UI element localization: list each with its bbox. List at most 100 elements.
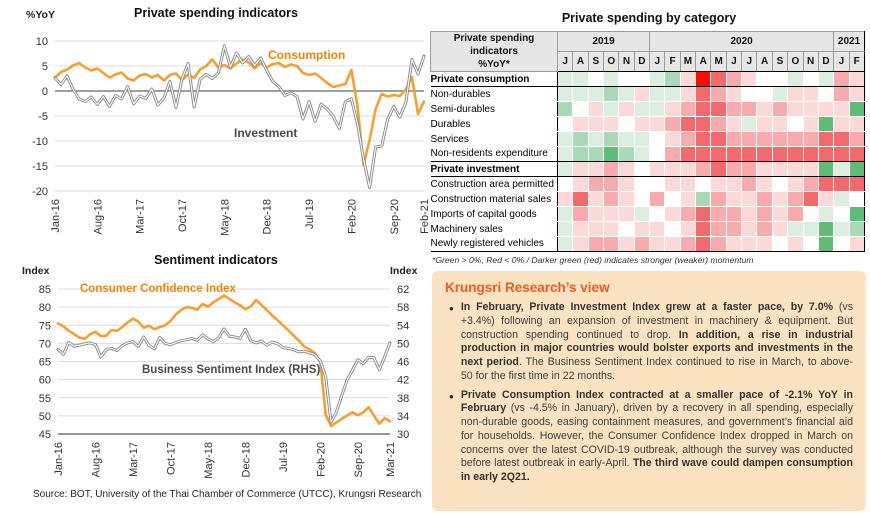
heatmap-cell (664, 206, 681, 222)
heatmap-cell (603, 236, 620, 252)
left-y-tick-label: 70 (39, 338, 51, 350)
heatmap-cell (572, 116, 589, 132)
month-header: F (664, 51, 681, 72)
left-y-tick-label: 80 (39, 302, 51, 314)
heatmap-cell (741, 191, 758, 207)
heatmap-cell (741, 206, 758, 222)
private-spending-indicators-chart: Private spending indicators %YoY 10 5 0 -5 -… (0, 0, 432, 250)
heatmap-cell (833, 116, 850, 132)
heatmap-cell (633, 221, 651, 237)
cci-line (56, 294, 392, 428)
y-tick-label: -5 (38, 111, 48, 123)
month-header: S (771, 51, 789, 72)
year-header: 2021 (833, 31, 865, 52)
heatmap-cell (679, 101, 697, 117)
heatmap-cell (802, 176, 819, 192)
month-header: O (603, 51, 620, 72)
heatmap-cell (649, 116, 666, 132)
month-header: F (848, 51, 865, 72)
x-tick-label: Mar-21 (385, 442, 397, 477)
month-header: A (756, 51, 773, 72)
left-y-tick-label: 55 (39, 393, 51, 405)
heatmap-cell (572, 161, 589, 177)
heatmap-cell (633, 236, 651, 252)
heatmap-cell (771, 221, 789, 237)
x-tick-label: Oct-17 (177, 199, 189, 232)
month-header: M (710, 51, 727, 72)
heatmap-cell (603, 221, 620, 237)
heatmap-cell (725, 131, 743, 147)
heatmap-cell (756, 176, 773, 192)
heatmap-cell (664, 191, 681, 207)
heatmap-cell (848, 131, 865, 147)
left-y-tick-label: 85 (39, 284, 51, 296)
heatmap-cell (572, 71, 589, 87)
heatmap-cell (771, 86, 789, 102)
heatmap-cell (587, 206, 605, 222)
heatmap-cell (633, 101, 651, 117)
heatmap-cell (556, 161, 574, 177)
heatmap-cell (556, 176, 574, 192)
heatmap-cell (741, 116, 758, 132)
heatmap-cell (556, 71, 574, 87)
right-y-tick-label: 50 (397, 338, 409, 350)
heatmap-cell (679, 206, 697, 222)
heatmap-cell (741, 236, 758, 252)
month-header: D (633, 51, 651, 72)
heatmap-cell (756, 221, 773, 237)
heatmap-cell (771, 71, 789, 87)
heatmap-cell (848, 101, 865, 117)
sentiment-plot: 85 80 75 70 65 60 55 50 45 62 58 54 50 46 42 38 34 30 Jan-… (39, 284, 410, 479)
heatmap-cell (725, 161, 743, 177)
heatmap-cell (679, 86, 697, 102)
month-header: A (572, 51, 589, 72)
heatmap-cell (771, 161, 789, 177)
heatmap-cell (725, 71, 743, 87)
heatmap-cell (787, 206, 804, 222)
heatmap-cell (572, 221, 589, 237)
heatmap-cell (725, 176, 743, 192)
heatmap-cell (741, 146, 758, 162)
heatmap-cell (633, 146, 651, 162)
heatmap-cell (603, 86, 620, 102)
heatmap-cell (664, 236, 681, 252)
view-box-bullet-list: ● In February, Private Investment Index g… (445, 301, 853, 485)
right-y-tick-label: 62 (397, 284, 409, 296)
heatmap-cell (710, 71, 727, 87)
heatmap-cell (787, 131, 804, 147)
heatmap-cell (649, 86, 666, 102)
heatmap-cell (695, 176, 712, 192)
heatmap-cell (756, 86, 773, 102)
heatmap-cell (710, 101, 727, 117)
heatmap-cell (618, 206, 635, 222)
heatmap-cell (802, 161, 819, 177)
heatmap-cell (833, 71, 850, 87)
heatmap-cell (587, 101, 605, 117)
heatmap-cell (710, 116, 727, 132)
heatmap-cell (572, 236, 589, 252)
heatmap-cell (618, 176, 635, 192)
heatmap-cell (633, 86, 651, 102)
month-header: J (725, 51, 743, 72)
heatmap-cell (572, 146, 589, 162)
month-header: N (802, 51, 819, 72)
heatmap-cell (664, 146, 681, 162)
heatmap-cell (833, 221, 850, 237)
bullet-dot-icon: ● (449, 304, 454, 313)
heatmap-row-label: Semi-durables (430, 103, 495, 115)
heatmap-cell (802, 116, 819, 132)
x-tick-label: Dec-18 (240, 442, 252, 477)
x-tick-label: Aug-16 (92, 199, 104, 234)
heatmap-cell (833, 131, 850, 147)
heatmap-cell (695, 116, 712, 132)
x-tick-label: Jul-19 (278, 442, 290, 472)
heatmap-row-label: Construction material sales (430, 193, 552, 205)
heatmap-cell (802, 221, 819, 237)
month-header: S (587, 51, 605, 72)
heatmap-cell (572, 176, 589, 192)
x-tick-label: Feb-20 (346, 199, 358, 234)
investment-line-inner (54, 45, 425, 189)
heatmap-cell (664, 116, 681, 132)
right-y-tick-label: 38 (397, 393, 409, 405)
heatmap-cell (756, 161, 773, 177)
